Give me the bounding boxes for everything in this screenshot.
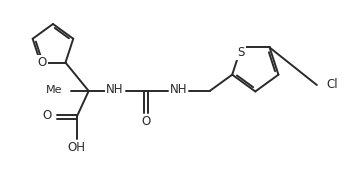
Text: O: O — [43, 109, 52, 122]
Text: S: S — [237, 46, 245, 59]
Text: NH: NH — [106, 83, 124, 97]
Text: O: O — [38, 56, 47, 69]
Text: NH: NH — [170, 83, 187, 97]
Text: Cl: Cl — [327, 78, 338, 90]
Text: Me: Me — [46, 85, 62, 95]
Text: OH: OH — [68, 141, 86, 154]
Text: O: O — [141, 115, 151, 128]
